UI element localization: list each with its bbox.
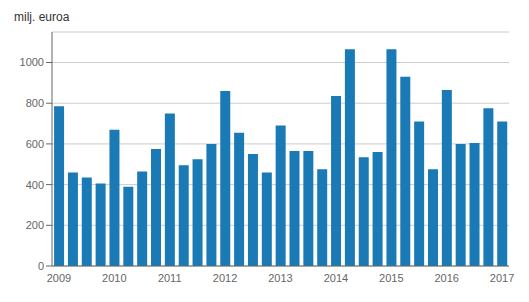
svg-text:0: 0 — [38, 260, 44, 272]
svg-text:800: 800 — [26, 97, 44, 109]
svg-text:2017: 2017 — [490, 272, 514, 284]
svg-text:2015: 2015 — [379, 272, 403, 284]
svg-text:2013: 2013 — [268, 272, 292, 284]
svg-text:2014: 2014 — [324, 272, 348, 284]
svg-text:2010: 2010 — [102, 272, 126, 284]
svg-text:200: 200 — [26, 219, 44, 231]
svg-text:2009: 2009 — [47, 272, 71, 284]
svg-text:2012: 2012 — [213, 272, 237, 284]
svg-text:2016: 2016 — [434, 272, 458, 284]
svg-text:2011: 2011 — [158, 272, 182, 284]
svg-text:400: 400 — [26, 179, 44, 191]
svg-text:1000: 1000 — [20, 56, 44, 68]
svg-text:600: 600 — [26, 138, 44, 150]
html-text:milj. euroa: milj. euroa — [14, 10, 70, 24]
